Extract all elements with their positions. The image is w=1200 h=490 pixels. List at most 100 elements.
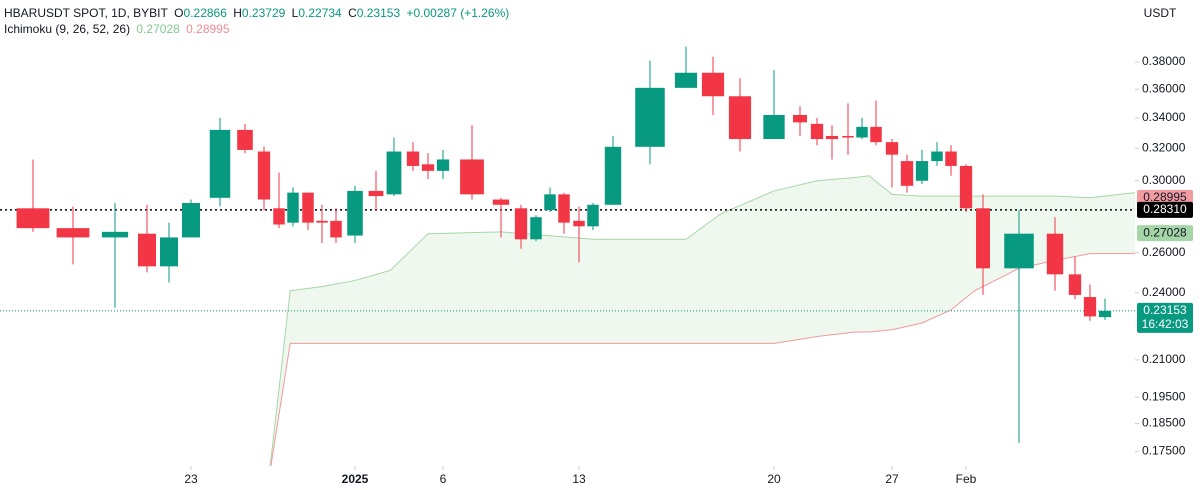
change: +0.00287 (+1.26%)	[406, 6, 510, 20]
axes: 0.38000 0.36000 0.34000 0.32000 0.30000 0.260…	[184, 54, 1193, 486]
price-badge	[1137, 225, 1193, 242]
y-tick-label: 0.19500	[1142, 389, 1186, 403]
candle-body	[976, 208, 990, 269]
candle-body	[959, 165, 973, 209]
x-tick-label: 13	[572, 472, 586, 486]
candle-body	[544, 194, 556, 211]
ohlc-header: HBARUSDT SPOT, 1D, BYBIT O0.22866 H0.237…	[4, 6, 512, 20]
open-key: O	[174, 6, 184, 20]
candle-body	[870, 126, 882, 143]
candle-body	[1046, 233, 1064, 275]
candle-body	[347, 190, 363, 236]
candle-body	[701, 72, 725, 97]
price-badge-label: 0.28310	[1143, 202, 1187, 216]
candle-body	[931, 151, 943, 162]
candle-body	[825, 135, 839, 140]
price-badge	[1137, 302, 1193, 333]
candle-body	[514, 208, 528, 240]
candle-body	[885, 142, 899, 155]
price-badge	[1137, 189, 1193, 206]
indicator-name: Ichimoku (9, 26, 52, 26)	[4, 22, 131, 36]
close-key: C	[348, 6, 357, 20]
candle-body	[159, 237, 179, 267]
candle-body	[1098, 310, 1112, 318]
span-b-line	[270, 253, 1135, 466]
candle-body	[368, 190, 384, 197]
candle-body	[530, 217, 542, 240]
candle-body	[856, 126, 868, 138]
candle-body	[137, 233, 157, 267]
indicator-header: Ichimoku (9, 26, 52, 26) 0.27028 0.28995	[4, 22, 233, 36]
candle-body	[793, 114, 807, 123]
x-tick-label: 23	[184, 472, 198, 486]
candle-body	[302, 192, 314, 223]
y-tick-label: 0.30000	[1142, 173, 1186, 187]
y-tick-label: 0.36000	[1142, 81, 1186, 95]
low-value: 0.22734	[298, 6, 342, 20]
candle-body	[273, 208, 285, 225]
candle-body	[810, 123, 824, 140]
candle-body	[316, 220, 328, 223]
y-tick-label: 0.18500	[1142, 416, 1186, 430]
countdown: 16:42:03	[1142, 317, 1189, 331]
indicator-a: 0.27028	[136, 22, 180, 36]
candle-body	[56, 228, 90, 238]
candle-body	[492, 199, 510, 205]
x-tick-label: 2025	[342, 472, 369, 486]
x-tick-label: 6	[440, 472, 447, 486]
y-tick-label: 0.24000	[1142, 285, 1186, 299]
close-value: 0.23153	[356, 6, 401, 20]
candle-body	[101, 231, 129, 238]
low-key: L	[291, 6, 299, 20]
candle-body	[386, 151, 402, 195]
x-tick-label: 20	[767, 472, 781, 486]
candle-body	[558, 194, 570, 223]
candle-body	[421, 164, 435, 171]
span-a-line	[269, 175, 1135, 466]
candle-body	[945, 151, 957, 166]
candle-body	[209, 129, 231, 198]
y-tick-label: 0.17500	[1142, 444, 1186, 458]
candle-body	[181, 203, 201, 238]
y-tick-label: 0.34000	[1142, 110, 1186, 124]
symbol: HBARUSDT SPOT, 1D, BYBIT	[4, 6, 168, 20]
x-tick-label: Feb	[956, 472, 977, 486]
cloud-fill	[270, 175, 1135, 466]
candle-body	[587, 204, 599, 227]
y-tick-label: 0.32000	[1142, 141, 1186, 155]
y-tick-label: 0.38000	[1142, 54, 1186, 68]
candle-body	[257, 151, 271, 200]
candle-body	[900, 161, 914, 186]
price-badge	[1137, 201, 1193, 218]
y-tick-label: 0.21000	[1142, 352, 1186, 366]
candle-body	[406, 151, 420, 166]
candle-body	[237, 129, 253, 150]
candle-body	[674, 72, 698, 88]
x-tick-label: 27	[885, 472, 899, 486]
indicator-b: 0.28995	[186, 22, 230, 36]
open-value: 0.22866	[183, 6, 227, 20]
currency: USDT	[1144, 6, 1177, 20]
candle-body	[1083, 297, 1097, 317]
price-badge-label: 0.23153	[1143, 303, 1187, 317]
high-value: 0.23729	[241, 6, 286, 20]
price-badge-label: 0.28995	[1143, 190, 1187, 204]
candle-body	[915, 161, 929, 181]
candle-body	[604, 146, 622, 205]
candle-body	[842, 135, 854, 138]
y-tick-label: 0.26000	[1142, 245, 1186, 259]
candle-body	[16, 208, 50, 229]
price-badge-label: 0.27028	[1143, 225, 1187, 239]
candle-body	[1004, 233, 1034, 269]
candle-body	[436, 159, 450, 171]
candle-body	[330, 220, 342, 238]
high-key: H	[233, 6, 242, 20]
candle-body	[635, 87, 665, 147]
candle-body	[763, 114, 785, 140]
candle-body	[287, 192, 299, 223]
candle-body	[1068, 274, 1082, 295]
candle-body	[573, 220, 585, 227]
plot-area	[0, 46, 1135, 466]
